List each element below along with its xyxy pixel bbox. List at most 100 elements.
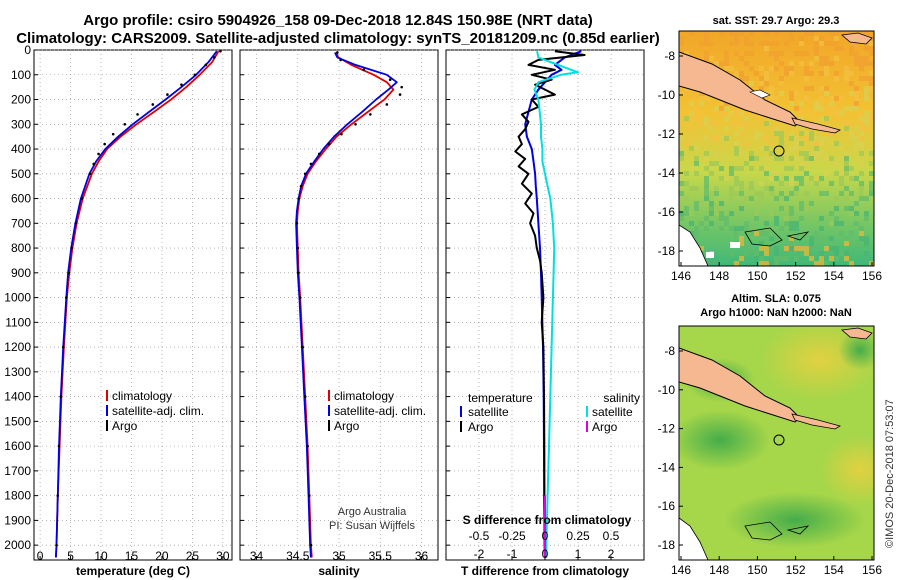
float-position-marker (773, 145, 785, 157)
sst-pixel (864, 196, 869, 201)
sst-pixel (864, 31, 869, 36)
sst-pixel (754, 251, 759, 256)
sst-pixel (799, 36, 804, 41)
legend-label-t-argo: Argo (468, 420, 494, 434)
sst-pixel (794, 51, 799, 56)
sst-map-frame (678, 30, 875, 267)
sst-pixel (804, 96, 809, 101)
sst-pixel (694, 156, 699, 161)
sst-pixel (774, 221, 779, 226)
legend-swatch-s-argo (586, 421, 588, 432)
sst-pixel (704, 41, 709, 46)
sst-pixel (759, 66, 764, 71)
sst-pixel (844, 171, 849, 176)
sst-map-ticks: 146 148 150 152 154 156 -8 -10 -12 -14 -16 -18 (658, 49, 883, 283)
legend-label-argo: Argo (112, 419, 138, 433)
sst-pixel (799, 116, 804, 121)
sst-pixel (854, 106, 859, 111)
sst-pixel (804, 86, 809, 91)
sst-pixel (784, 66, 789, 71)
sst-pixel (834, 161, 839, 166)
map-y-tick-label: -18 (658, 244, 676, 258)
sst-pixel (789, 101, 794, 106)
sst-pixel (734, 191, 739, 196)
sst-pixel (679, 211, 684, 216)
sst-pixel (864, 241, 869, 246)
sst-pixel (814, 101, 819, 106)
sst-pixel (849, 121, 854, 126)
sst-pixel (694, 106, 699, 111)
sst-pixel (759, 146, 764, 151)
y-tick-label: 1700 (4, 464, 31, 478)
sst-pixel (724, 116, 729, 121)
sst-pixel (769, 86, 774, 91)
sst-pixel (764, 71, 769, 76)
sst-pixel (684, 171, 689, 176)
sst-pixel (739, 191, 744, 196)
sst-pixel (859, 121, 864, 126)
sst-pixel (814, 136, 819, 141)
sst-pixel (834, 171, 839, 176)
argo-point (299, 184, 303, 188)
sst-pixel (774, 126, 779, 131)
sst-pixel (704, 166, 709, 171)
sst-pixel (724, 126, 729, 131)
argo-point (74, 222, 78, 225)
land-new-guinea (679, 51, 801, 127)
difference-legend-temperature: temperature satellite Argo (460, 391, 533, 434)
sst-pixel (739, 166, 744, 171)
sst-pixel (829, 31, 834, 36)
sst-pixel (744, 196, 749, 201)
sst-pixel (799, 181, 804, 186)
legend-swatch-satellite (106, 405, 108, 416)
sst-pixel (854, 126, 859, 131)
sst-pixel (819, 106, 824, 111)
sst-pixel (759, 241, 764, 246)
legend-swatch-climatology (106, 390, 108, 401)
argo-point (64, 296, 68, 299)
sst-pixel (784, 176, 789, 181)
sst-pixel (684, 51, 689, 56)
sst-pixel (834, 141, 839, 146)
satellite-adj-clim--line (55, 50, 218, 558)
sst-pixel (699, 41, 704, 46)
sst-pixel (844, 71, 849, 76)
y-tick-label: 1600 (4, 439, 31, 453)
sst-pixel (769, 191, 774, 196)
sst-pixel (849, 261, 854, 266)
map-x-tick-label: 154 (824, 269, 844, 283)
sst-pixel (854, 91, 859, 96)
reef-outline (744, 227, 783, 247)
sst-pixel (739, 181, 744, 186)
sst-pixel (789, 146, 794, 151)
sst-pixel (844, 186, 849, 191)
sst-pixel (849, 71, 854, 76)
sst-pixel (809, 156, 814, 161)
map-y-tick-label: -10 (658, 88, 676, 102)
map-x-tick-label: 154 (824, 563, 844, 577)
sst-pixel (824, 61, 829, 66)
map-y-tick-label: -8 (664, 49, 675, 63)
legend-swatch-argo (106, 420, 108, 431)
sst-pixel (734, 121, 739, 126)
sst-pixel (844, 241, 849, 246)
sst-pixel (739, 186, 744, 191)
sst-pixel (799, 111, 804, 116)
x-tick-label: 34 (250, 549, 264, 563)
sst-pixel (814, 36, 819, 41)
island (749, 89, 771, 99)
sst-pixel (834, 221, 839, 226)
sst-pixel (869, 191, 874, 196)
sst-pixel (809, 201, 814, 206)
sst-pixel (679, 156, 684, 161)
sst-pixel (759, 86, 764, 91)
legend-label-s-argo: Argo (592, 420, 618, 434)
sst-pixel (779, 191, 784, 196)
sst-pixel (714, 151, 719, 156)
island-north (841, 327, 873, 340)
sla-low-anomaly (679, 410, 770, 470)
sst-pixel (829, 61, 834, 66)
sst-pixel (869, 171, 874, 176)
sst-pixel (724, 101, 729, 106)
sst-pixel (789, 221, 794, 226)
